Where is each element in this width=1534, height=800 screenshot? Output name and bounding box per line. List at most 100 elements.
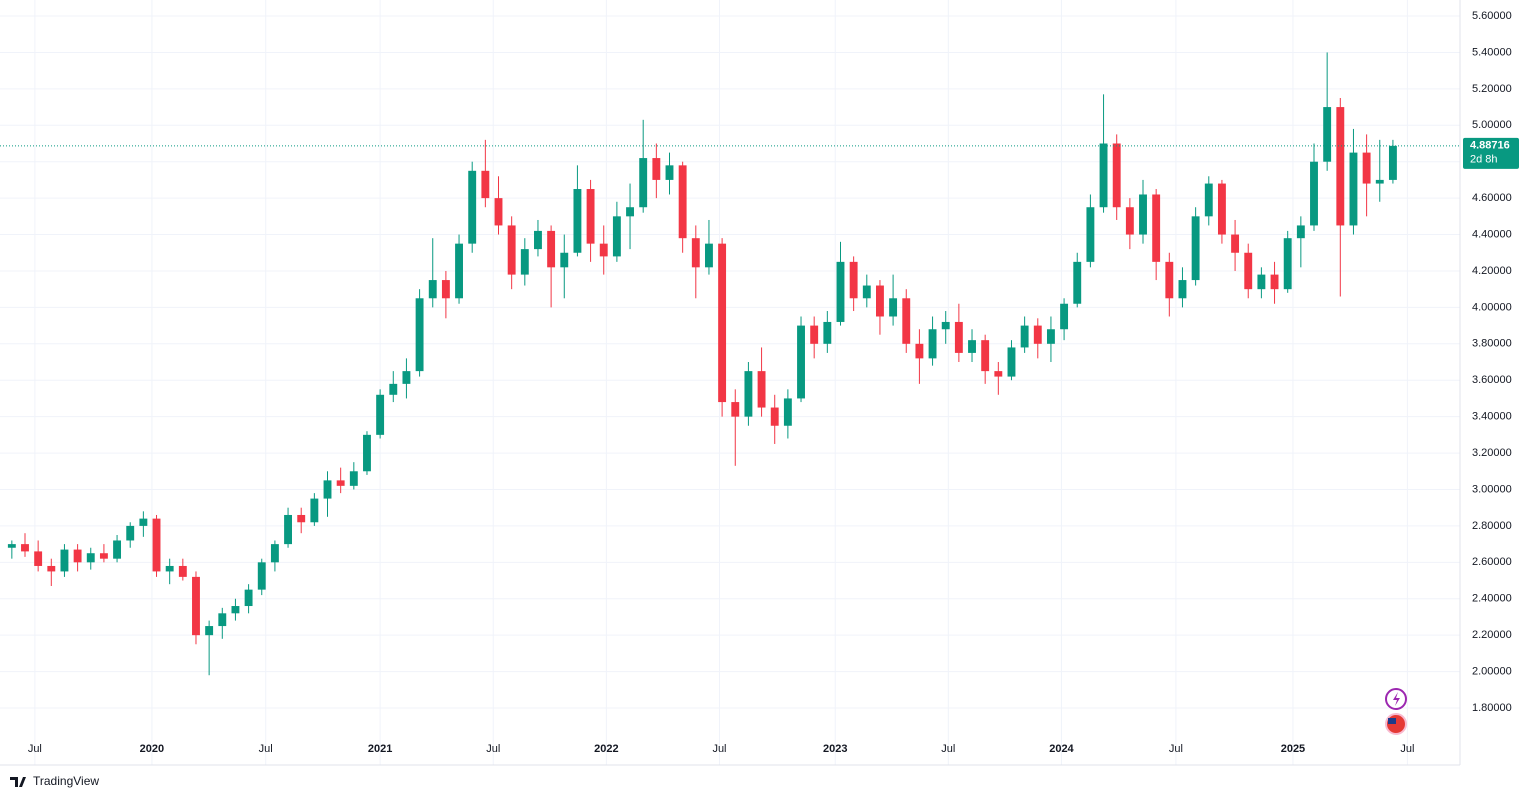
- candle-body: [481, 170, 490, 199]
- y-tick-label: 3.20000: [1472, 447, 1512, 459]
- candle-body: [1073, 261, 1082, 304]
- y-tick-label: 5.20000: [1472, 83, 1512, 95]
- x-tick-label: 2025: [1281, 743, 1305, 755]
- candle-body: [1388, 145, 1397, 180]
- y-tick-label: 4.20000: [1472, 265, 1512, 277]
- candle-body: [284, 514, 292, 545]
- candle-body: [257, 562, 266, 590]
- candle-body: [731, 402, 740, 417]
- candle-body: [902, 298, 911, 344]
- candle-body: [165, 565, 174, 572]
- brand-logo: TradingView: [10, 774, 99, 788]
- candle-body: [113, 540, 122, 559]
- candle-body: [455, 243, 463, 299]
- last-price-box: [1463, 137, 1519, 169]
- event-icon-glyph: [1393, 692, 1400, 706]
- candle-body: [573, 189, 582, 253]
- candle-body: [718, 243, 727, 403]
- candle-body: [639, 158, 648, 208]
- candle-body: [323, 480, 332, 499]
- candle-body: [652, 158, 661, 180]
- candle-body: [1060, 303, 1069, 330]
- event-icons: [1385, 688, 1407, 735]
- candle-body: [612, 216, 621, 257]
- candle-body: [941, 321, 950, 330]
- y-tick-label: 2.40000: [1472, 593, 1512, 605]
- y-tick-label: 1.80000: [1472, 702, 1512, 714]
- x-tick-label: Jul: [1400, 743, 1414, 755]
- candle-body: [270, 544, 279, 563]
- candle-body: [310, 498, 319, 523]
- candle-body: [810, 325, 819, 344]
- x-tick-label: 2024: [1049, 743, 1074, 755]
- candle-body: [954, 321, 963, 353]
- candle-body: [1244, 252, 1253, 290]
- x-tick-label: 2023: [823, 743, 847, 755]
- y-tick-label: 2.60000: [1472, 556, 1512, 568]
- candle-body: [1191, 216, 1200, 281]
- candle-body: [836, 261, 845, 322]
- candle-body: [560, 252, 569, 268]
- candle-body: [7, 544, 16, 548]
- candle-body: [1217, 183, 1226, 235]
- candle-body: [1231, 234, 1240, 253]
- candle-body: [626, 207, 634, 217]
- candle-body: [468, 170, 477, 244]
- candle-body: [994, 371, 1003, 377]
- candle-body: [547, 230, 556, 268]
- candle-body: [1310, 161, 1318, 226]
- candle-body: [520, 249, 529, 275]
- candle-body: [1349, 152, 1358, 226]
- y-tick-label: 3.40000: [1472, 411, 1512, 423]
- candle-body: [928, 329, 937, 359]
- candle-body: [862, 285, 871, 299]
- candle-body: [770, 407, 779, 426]
- y-tick-label: 5.00000: [1472, 119, 1512, 131]
- candle-body: [968, 340, 976, 353]
- candle-body: [1046, 329, 1055, 344]
- y-tick-label: 3.00000: [1472, 483, 1512, 495]
- candle-body: [665, 165, 674, 180]
- candle-body: [507, 225, 516, 275]
- x-tick-label: 2022: [594, 743, 618, 755]
- candle-body: [73, 549, 82, 563]
- candle-body: [205, 626, 214, 636]
- candle-body: [47, 565, 56, 572]
- x-tick-label: Jul: [28, 743, 42, 755]
- candle-body: [876, 285, 884, 317]
- candle-body: [534, 230, 542, 250]
- candle-body: [586, 189, 595, 244]
- candle-body: [402, 371, 411, 384]
- x-tick-label: Jul: [941, 743, 955, 755]
- candle-body: [1125, 207, 1134, 235]
- candle-body: [1204, 183, 1213, 217]
- candle-body: [1020, 325, 1029, 348]
- x-tick-label: 2021: [368, 743, 392, 755]
- candle-body: [192, 576, 200, 636]
- y-tick-label: 5.40000: [1472, 46, 1512, 58]
- candle-body: [1007, 347, 1016, 377]
- brand-text: TradingView: [33, 774, 99, 788]
- y-tick-label: 2.20000: [1472, 629, 1512, 641]
- candle-body: [376, 394, 385, 435]
- x-tick-label: Jul: [1169, 743, 1183, 755]
- candle-body: [915, 343, 924, 359]
- candle-body: [981, 340, 990, 372]
- candle-body: [415, 298, 424, 372]
- y-tick-label: 3.80000: [1472, 338, 1512, 350]
- candle-body: [244, 589, 253, 607]
- y-tick-label: 3.60000: [1472, 374, 1512, 386]
- candle-body: [126, 525, 135, 541]
- grid: [0, 0, 1460, 765]
- candle-body: [1336, 107, 1345, 226]
- candle-body: [349, 471, 358, 486]
- candle-body: [691, 238, 700, 268]
- candle-body: [1283, 238, 1292, 290]
- y-tick-label: 4.00000: [1472, 301, 1512, 313]
- candle-body: [1178, 280, 1187, 299]
- y-tick-label: 2.80000: [1472, 520, 1512, 532]
- candle-body: [99, 553, 108, 559]
